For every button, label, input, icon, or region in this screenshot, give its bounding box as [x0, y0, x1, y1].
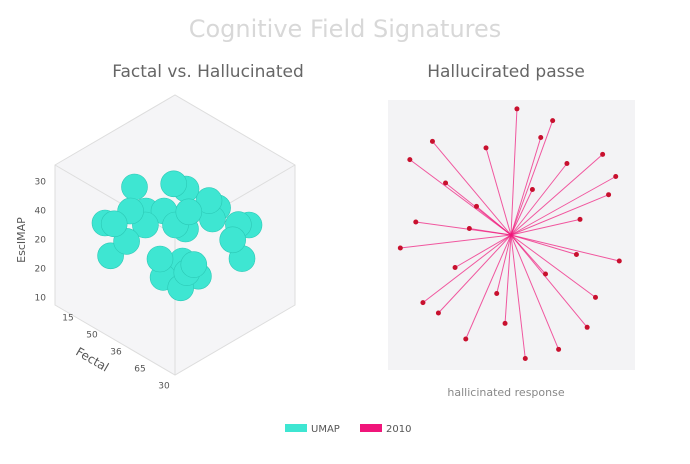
point	[573, 252, 579, 257]
point	[452, 265, 458, 270]
point	[121, 173, 148, 201]
x-axis-label: hallicinated response	[447, 386, 564, 399]
point	[550, 118, 556, 124]
ray	[432, 141, 512, 236]
ray	[510, 108, 518, 236]
ray	[409, 159, 512, 236]
ray	[510, 137, 542, 236]
ray	[510, 234, 560, 350]
legend-label: UMAP	[311, 424, 340, 435]
ray	[465, 234, 512, 340]
point	[160, 170, 187, 198]
ray	[454, 234, 512, 268]
x-axis-label: Fectal	[73, 345, 111, 375]
chart-title: Factal vs. Hallucinated	[112, 62, 304, 82]
y-axis-label: EscIMAP	[15, 217, 28, 263]
point	[443, 180, 449, 186]
point	[466, 226, 472, 231]
point	[435, 310, 441, 316]
ray	[438, 234, 512, 314]
ray	[469, 228, 512, 236]
point	[529, 187, 535, 192]
legend: UMAP 2010	[285, 424, 411, 435]
z-tick-label: 40	[35, 207, 47, 217]
x-tick-label: 15	[62, 314, 73, 324]
page-title: Cognitive Field Signatures	[189, 15, 502, 43]
ray	[485, 147, 512, 236]
point	[613, 174, 619, 179]
point	[180, 251, 208, 278]
point	[146, 245, 174, 273]
x-tick-label: 50	[86, 331, 98, 341]
point	[195, 187, 223, 214]
point	[463, 336, 469, 342]
point	[483, 145, 489, 151]
ray	[400, 234, 512, 249]
z-tick-label: 20	[35, 265, 47, 275]
ray	[510, 234, 588, 328]
x-tick-label: 36	[110, 348, 122, 358]
point	[556, 346, 562, 352]
point	[397, 245, 403, 251]
point	[564, 161, 570, 166]
point	[100, 210, 128, 238]
point	[407, 157, 413, 163]
point	[600, 151, 606, 157]
z-tick-label: 30	[35, 178, 47, 188]
z-tick-label: 20	[35, 236, 47, 246]
legend-swatch	[285, 424, 307, 432]
ray	[510, 218, 581, 236]
point	[522, 356, 528, 361]
x-tick-label: 65	[134, 365, 145, 375]
ray	[510, 120, 554, 236]
ray	[510, 234, 577, 255]
ray	[510, 234, 596, 298]
point	[538, 135, 544, 140]
point	[494, 291, 500, 296]
legend-swatch	[360, 424, 382, 432]
ray	[510, 234, 546, 275]
point	[473, 203, 479, 209]
point	[606, 192, 612, 198]
ray	[510, 234, 526, 359]
ray	[504, 234, 512, 324]
ray	[496, 234, 512, 294]
point	[592, 294, 598, 300]
point	[514, 106, 520, 112]
ray	[510, 154, 603, 236]
x-tick-label: 30	[158, 382, 170, 392]
ray	[510, 163, 568, 236]
ray	[422, 234, 512, 303]
point	[219, 226, 246, 254]
ray	[476, 206, 512, 236]
point	[429, 138, 435, 144]
ray	[510, 194, 609, 236]
z-tick-label: 10	[35, 294, 47, 304]
point	[413, 219, 419, 225]
point	[420, 300, 426, 306]
legend-label: 2010	[386, 424, 411, 435]
point	[543, 271, 549, 277]
point	[175, 198, 203, 226]
point	[584, 324, 590, 330]
ray	[510, 189, 533, 236]
chart-title: Hallucirated passe	[427, 62, 585, 82]
point	[577, 216, 583, 222]
ray	[510, 176, 616, 236]
point	[616, 258, 622, 264]
ray	[510, 234, 620, 262]
point	[502, 320, 508, 326]
